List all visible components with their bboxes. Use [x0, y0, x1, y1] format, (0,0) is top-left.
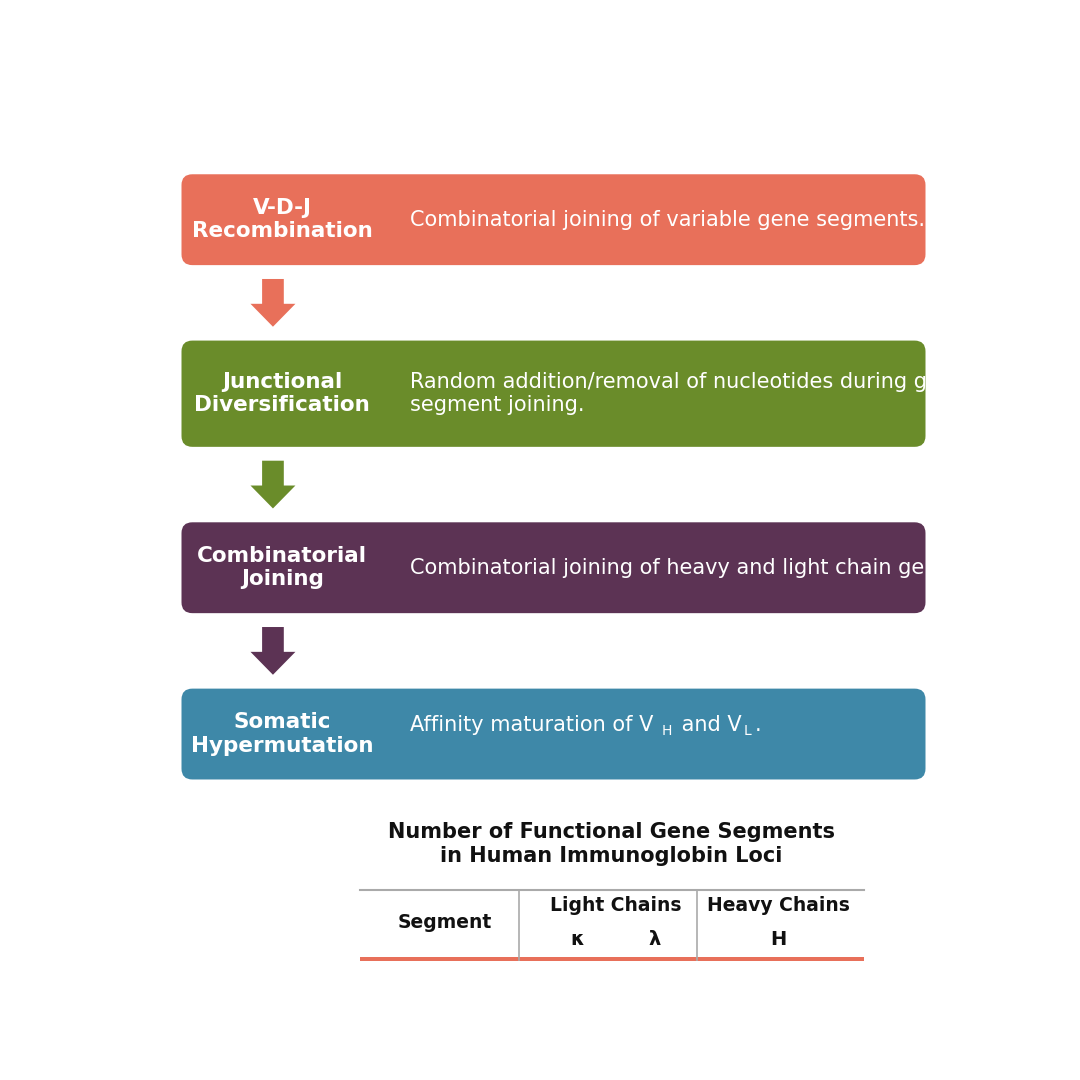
- Text: Random addition/removal of nucleotides during gene
segment joining.: Random addition/removal of nucleotides d…: [410, 373, 966, 416]
- Text: 0: 0: [570, 997, 583, 1015]
- Text: Combinatorial joining of heavy and light chain genes.: Combinatorial joining of heavy and light…: [410, 557, 968, 578]
- Text: H: H: [770, 930, 786, 948]
- Text: Joining (J): Joining (J): [402, 1029, 488, 1048]
- FancyBboxPatch shape: [181, 174, 926, 265]
- Bar: [360, 957, 864, 989]
- Text: Segment: Segment: [397, 913, 492, 932]
- Text: 0: 0: [648, 997, 660, 1015]
- FancyBboxPatch shape: [181, 689, 926, 780]
- Text: λ: λ: [648, 930, 661, 948]
- Text: 4: 4: [648, 1028, 661, 1048]
- FancyArrow shape: [251, 461, 296, 509]
- Text: in Human Immunoglobin Loci: in Human Immunoglobin Loci: [441, 847, 783, 866]
- Text: H: H: [662, 724, 673, 738]
- Text: 30: 30: [642, 964, 666, 983]
- Text: Heavy Chains: Heavy Chains: [706, 895, 850, 915]
- Text: V-D-J
Recombination: V-D-J Recombination: [192, 198, 373, 241]
- Text: 65: 65: [766, 964, 791, 983]
- Text: L: L: [743, 724, 751, 738]
- Bar: [360, 989, 864, 1022]
- Text: 40: 40: [565, 964, 589, 983]
- Text: Somatic
Hypermutation: Somatic Hypermutation: [191, 713, 374, 756]
- Text: 5: 5: [570, 1028, 583, 1048]
- Text: and V: and V: [675, 715, 742, 735]
- FancyArrow shape: [251, 627, 296, 675]
- Text: Combinatorial
Joining: Combinatorial Joining: [198, 546, 367, 590]
- Text: Junctional
Diversification: Junctional Diversification: [194, 373, 370, 416]
- Text: .: .: [755, 715, 761, 735]
- FancyArrow shape: [251, 279, 296, 327]
- Text: Combinatorial joining of variable gene segments.: Combinatorial joining of variable gene s…: [410, 210, 926, 230]
- Text: 27: 27: [766, 997, 791, 1015]
- FancyBboxPatch shape: [181, 340, 926, 447]
- Bar: [360, 1022, 864, 1054]
- Text: Affinity maturation of V: Affinity maturation of V: [410, 715, 653, 735]
- Text: κ: κ: [570, 930, 583, 948]
- Text: Number of Functional Gene Segments: Number of Functional Gene Segments: [388, 822, 835, 841]
- Text: Light Chains: Light Chains: [550, 895, 681, 915]
- Text: 6: 6: [772, 1028, 784, 1048]
- Text: Diversity (D)): Diversity (D)): [384, 997, 505, 1015]
- Text: Variable (V): Variable (V): [392, 964, 498, 983]
- FancyBboxPatch shape: [181, 523, 926, 613]
